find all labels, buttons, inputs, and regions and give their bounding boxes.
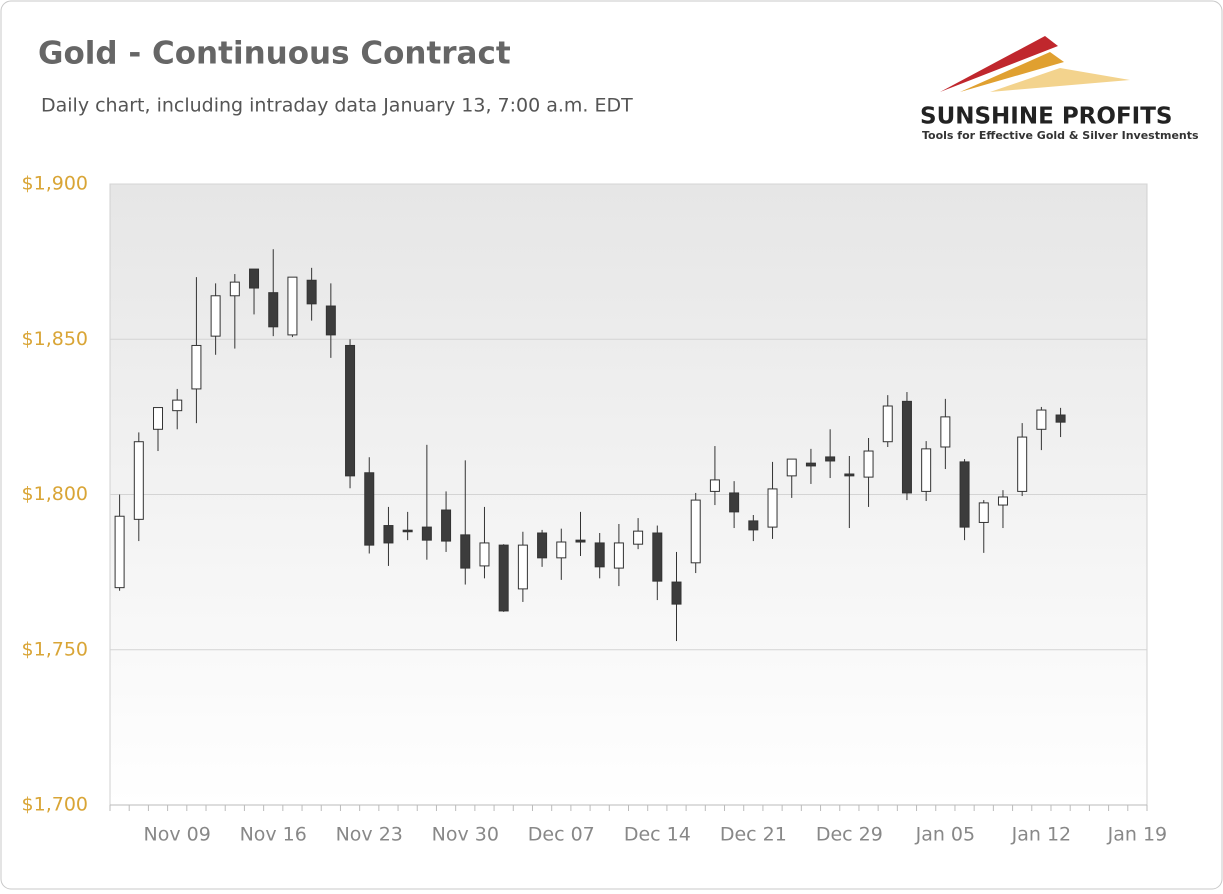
candle-body [460, 534, 471, 569]
candle-body [1055, 414, 1066, 423]
candle-body [1036, 409, 1047, 430]
y-tick-label: $1,900 [22, 173, 88, 195]
candle-body [517, 544, 528, 590]
candle-body [306, 279, 317, 305]
candle-body [594, 542, 605, 568]
y-tick-label: $1,700 [22, 794, 88, 816]
candle-body [825, 456, 836, 462]
candle-body [748, 520, 759, 531]
candle-body [364, 472, 375, 546]
logo-swoosh [960, 52, 1064, 92]
candle-body [997, 496, 1008, 506]
candle-body [940, 416, 951, 448]
candle-body [421, 526, 432, 541]
logo: SUNSHINE PROFITS Tools for Effective Gol… [920, 36, 1199, 142]
logo-tagline: Tools for Effective Gold & Silver Invest… [922, 129, 1199, 142]
y-tick-label: $1,800 [22, 483, 88, 505]
candle-body [633, 530, 644, 545]
x-tick-label: Dec 21 [720, 824, 787, 846]
x-tick-label: Nov 16 [240, 824, 307, 846]
candle-body [805, 462, 816, 467]
candle-body [287, 276, 298, 336]
candle-body [114, 515, 125, 589]
candle-body [652, 532, 663, 582]
chart-title: Gold - Continuous Contract [38, 36, 511, 72]
candle-body [479, 542, 490, 567]
candle-body [575, 539, 586, 543]
y-tick-label: $1,850 [22, 328, 88, 350]
candle-body [786, 458, 797, 477]
candle-body [959, 461, 970, 528]
x-tick-label: Nov 09 [144, 824, 211, 846]
candle-body [882, 405, 893, 443]
candle-body [229, 281, 240, 297]
candle-body [671, 581, 682, 605]
x-tick-label: Nov 30 [432, 824, 499, 846]
candle-body [153, 407, 164, 430]
candle-body [767, 488, 778, 528]
candle-body [402, 529, 413, 533]
candle-body [921, 448, 932, 492]
candle-body [498, 544, 509, 612]
candle-body [863, 450, 874, 478]
candle-body [613, 542, 624, 569]
chart-subtitle: Daily chart, including intraday data Jan… [41, 95, 633, 117]
candle-body [901, 400, 912, 494]
candle-body [690, 499, 701, 564]
logo-swoosh [990, 68, 1130, 92]
logo-name: SUNSHINE PROFITS [920, 104, 1172, 130]
candle-body [172, 399, 183, 412]
candle-body [210, 295, 221, 337]
x-tick-label: Dec 07 [528, 824, 595, 846]
x-tick-label: Jan 12 [1011, 824, 1072, 846]
candle-body [441, 509, 452, 542]
candle-body [268, 292, 279, 328]
candle-body [133, 441, 144, 520]
logo-swoosh [940, 36, 1058, 92]
x-tick-label: Dec 29 [816, 824, 883, 846]
x-tick-label: Nov 23 [336, 824, 403, 846]
candle-body [249, 268, 260, 289]
candle-body [537, 532, 548, 559]
candle-body [844, 473, 855, 477]
candle-body [1017, 436, 1028, 492]
candle-body [325, 305, 336, 336]
candle-body [978, 502, 989, 523]
y-tick-label: $1,750 [22, 638, 88, 660]
candle-body [383, 525, 394, 544]
candle-body [191, 344, 202, 390]
x-tick-label: Dec 14 [624, 824, 691, 846]
x-tick-label: Jan 19 [1107, 824, 1168, 846]
candle-body [556, 541, 567, 559]
x-tick-label: Jan 05 [915, 824, 976, 846]
candle-body [345, 344, 356, 477]
candle-body [709, 479, 720, 492]
candle-body [729, 492, 740, 513]
